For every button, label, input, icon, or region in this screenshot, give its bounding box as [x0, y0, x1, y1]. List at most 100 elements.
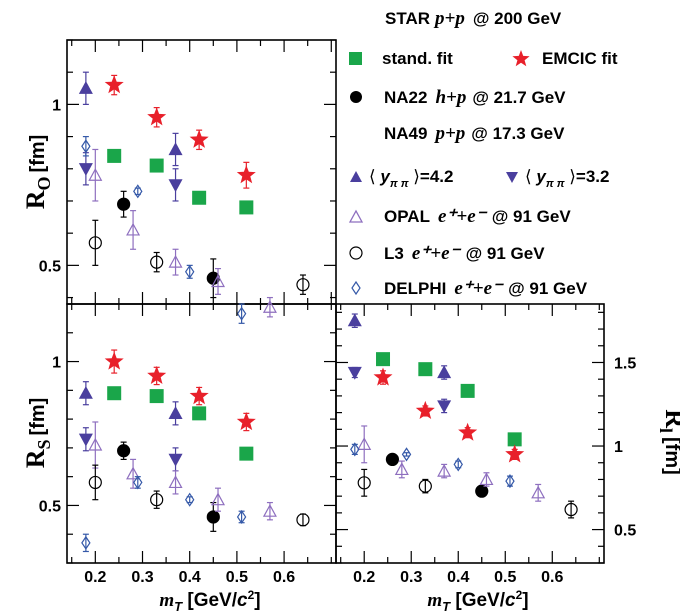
point-star_std — [107, 386, 122, 401]
point-star_emcic — [415, 400, 435, 419]
legend-marker-stand-fit — [349, 52, 362, 65]
point-star_std — [107, 148, 122, 163]
y-tick-label: 0.5 — [614, 523, 636, 540]
point-l3 — [357, 476, 371, 490]
point-opal — [394, 462, 409, 476]
point-delphi — [81, 139, 91, 154]
point-na49_up — [437, 365, 452, 379]
point-na49_up — [78, 385, 93, 399]
point-opal — [437, 463, 452, 477]
point-l3 — [296, 278, 310, 292]
panel-bottom-left-frame — [66, 303, 337, 564]
legend-label-l3: L3 e⁺+e⁻ @ 91 GeV — [384, 243, 545, 264]
legend-marker-delphi — [351, 280, 361, 296]
point-na49_up — [78, 81, 93, 94]
point-na49_down — [78, 433, 93, 447]
point-star_emcic — [104, 75, 124, 94]
x-tick-label: 0.4 — [447, 569, 469, 586]
x-tick-label: 0.5 — [494, 569, 516, 586]
legend-label-opal: OPAL e⁺+e⁻ @ 91 GeV — [384, 206, 571, 227]
point-opal — [531, 485, 546, 499]
point-delphi — [184, 264, 195, 279]
point-l3 — [88, 475, 102, 490]
legend-marker-na22 — [350, 91, 362, 103]
point-na49_down — [347, 366, 362, 380]
chart-marks — [78, 71, 578, 553]
point-delphi — [236, 509, 247, 525]
x-tick-label: 0.3 — [131, 569, 153, 586]
point-na49_down — [437, 400, 452, 414]
point-star_emcic — [458, 422, 478, 441]
legend: STAR p+p @ 200 GeV stand. fit EMCIC fit NA… — [348, 8, 618, 299]
point-na49_up — [168, 406, 183, 419]
point-star_std — [239, 200, 254, 215]
legend-marker-emcic-fit — [512, 50, 530, 67]
point-star_emcic — [236, 412, 256, 431]
point-opal — [88, 167, 103, 181]
legend-marker-opal — [348, 209, 364, 223]
point-star_emcic — [189, 129, 209, 148]
point-opal — [126, 466, 141, 480]
panel-top-left-frame — [66, 39, 337, 305]
point-star_std — [239, 446, 254, 461]
point-star_std — [192, 406, 207, 421]
point-opal — [479, 472, 494, 486]
point-na49_up — [347, 313, 362, 327]
point-na49_down — [168, 179, 183, 193]
point-l3 — [88, 236, 102, 250]
point-l3 — [150, 493, 164, 507]
point-na22 — [117, 444, 131, 458]
legend-label-emcic-fit: EMCIC fit — [542, 49, 618, 68]
ylabel-bottom-right: Rl[fm] — [656, 409, 680, 475]
point-delphi — [81, 535, 91, 550]
point-opal — [357, 437, 372, 450]
legend-label-na49-up: ⟨ yπ π ⟩=4.2 — [369, 167, 453, 190]
point-delphi — [453, 457, 463, 472]
y-tick-label: 0.5 — [39, 498, 61, 515]
point-star_std — [507, 432, 522, 447]
point-star_std — [418, 362, 433, 377]
x-tick-label: 0.6 — [273, 569, 295, 586]
y-tick-label: 1 — [52, 355, 61, 372]
y-tick-label: 1 — [52, 97, 61, 114]
x-tick-label: 0.2 — [353, 569, 375, 586]
xlabel-bottom-right: mT [GeV/c2] — [427, 588, 528, 611]
point-na49_down — [78, 163, 93, 177]
xlabel-bottom-left: mT [GeV/c2] — [159, 588, 260, 611]
point-opal — [168, 254, 183, 268]
point-delphi — [133, 475, 143, 490]
point-star_std — [149, 389, 164, 404]
point-opal — [126, 222, 141, 236]
point-opal — [211, 492, 226, 506]
legend-label-na22: NA22 h+p @ 21.7 GeV — [384, 87, 566, 108]
legend-title: STAR p+p @ 200 GeV — [385, 8, 562, 29]
point-star_emcic — [373, 367, 393, 386]
point-star_std — [149, 158, 164, 173]
axis-ticks: 0.5 1 0.5 1 0.2 0.3 0.4 0.5 0.6 0.5 1 1.5 0.2 0.3 0.4 0… — [39, 39, 636, 586]
point-na49_up — [168, 142, 183, 156]
point-star_emcic — [236, 165, 256, 184]
legend-label-na49-down: ⟨ yπ π ⟩=3.2 — [525, 167, 609, 190]
point-na49_down — [168, 453, 183, 467]
point-l3 — [296, 513, 310, 527]
legend-marker-l3 — [349, 246, 363, 260]
point-opal — [168, 475, 183, 489]
point-opal — [88, 437, 103, 451]
x-tick-label: 0.4 — [179, 569, 201, 586]
point-star_emcic — [104, 351, 124, 370]
point-na22 — [206, 510, 220, 524]
legend-label-stand-fit: stand. fit — [382, 49, 453, 68]
ylabel-top-left: RO[fm] — [21, 135, 54, 210]
legend-label-na49: NA49 p+p @ 17.3 GeV — [384, 123, 565, 144]
point-na22 — [385, 452, 400, 466]
legend-marker-na49-down — [506, 172, 518, 183]
point-star_emcic — [147, 365, 167, 384]
x-tick-label: 0.2 — [84, 569, 106, 586]
point-star_emcic — [505, 444, 525, 463]
point-star_emcic — [189, 386, 209, 405]
point-l3 — [150, 255, 164, 269]
y-tick-label: 1 — [614, 439, 623, 456]
point-delphi — [184, 492, 195, 507]
point-star_std — [192, 190, 207, 205]
